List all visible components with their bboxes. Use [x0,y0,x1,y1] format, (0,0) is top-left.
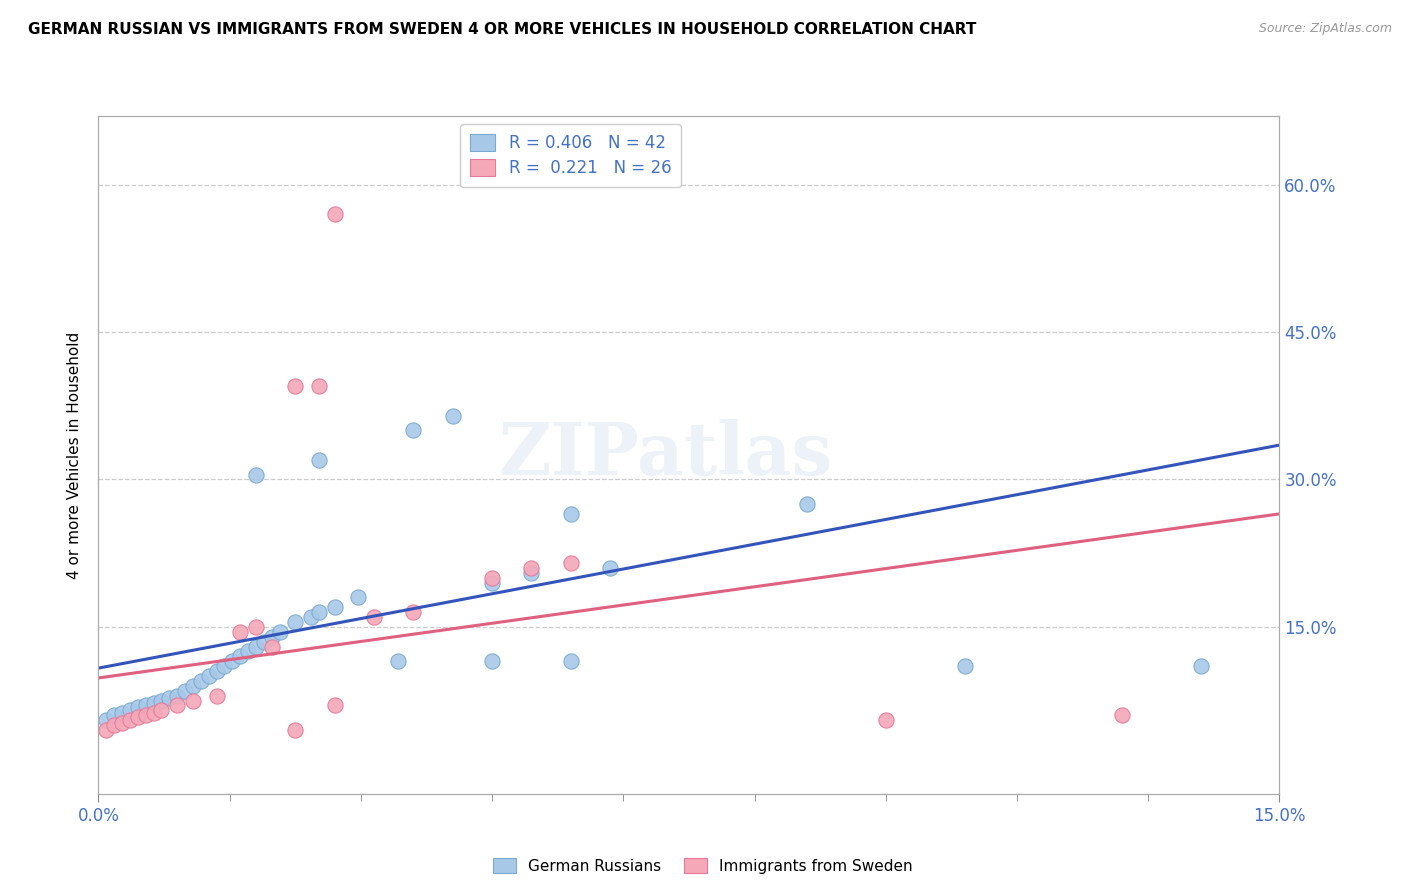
Point [520,566,543,580]
Point [520,561,543,575]
Y-axis label: 4 or more Vehicles in Household: 4 or more Vehicles in Household [67,331,83,579]
Point [205,664,228,678]
Point [142,697,165,711]
Point [953,659,976,673]
Point [214,659,236,673]
Point [481,654,503,668]
Point [1111,708,1133,723]
Point [96,713,118,727]
Point [560,556,582,570]
Point [197,669,219,683]
Point [363,610,385,624]
Point [560,654,582,668]
Point [229,624,252,639]
Point [245,467,267,482]
Point [118,713,141,727]
Point [142,706,165,721]
Point [221,654,243,668]
Point [111,716,134,731]
Point [245,620,267,634]
Point [308,453,330,467]
Point [174,683,197,698]
Point [229,649,252,664]
Point [284,615,307,629]
Point [402,423,425,437]
Point [323,600,346,615]
Text: GERMAN RUSSIAN VS IMMIGRANTS FROM SWEDEN 4 OR MORE VEHICLES IN HOUSEHOLD CORRELA: GERMAN RUSSIAN VS IMMIGRANTS FROM SWEDEN… [28,22,977,37]
Point [205,689,228,703]
Point [236,644,259,658]
Point [103,718,125,732]
Point [796,497,818,511]
Point [150,703,173,717]
Point [96,723,118,737]
Point [181,679,204,693]
Point [323,698,346,713]
Point [299,610,322,624]
Point [323,207,346,221]
Point [135,708,157,723]
Point [308,379,330,393]
Point [166,698,188,713]
Point [387,654,409,668]
Point [481,575,503,590]
Text: ZIPatlas: ZIPatlas [498,419,832,491]
Point [103,708,125,723]
Point [481,571,503,585]
Point [875,713,897,727]
Legend: German Russians, Immigrants from Sweden: German Russians, Immigrants from Sweden [486,852,920,880]
Point [150,693,173,707]
Point [245,640,267,654]
Point [308,605,330,619]
Point [560,507,582,521]
Point [111,706,134,721]
Point [127,700,149,714]
Point [402,605,425,619]
Point [1189,659,1212,673]
Point [260,630,283,644]
Point [253,634,276,648]
Legend: R = 0.406   N = 42, R =  0.221   N = 26: R = 0.406 N = 42, R = 0.221 N = 26 [460,124,682,187]
Point [118,703,141,717]
Point [269,624,291,639]
Point [181,693,204,707]
Point [599,561,621,575]
Point [347,591,370,605]
Point [166,689,188,703]
Point [284,723,307,737]
Point [127,710,149,724]
Text: Source: ZipAtlas.com: Source: ZipAtlas.com [1258,22,1392,36]
Point [284,379,307,393]
Point [441,409,464,423]
Point [190,673,212,688]
Point [260,640,283,654]
Point [157,690,180,705]
Point [135,698,157,713]
